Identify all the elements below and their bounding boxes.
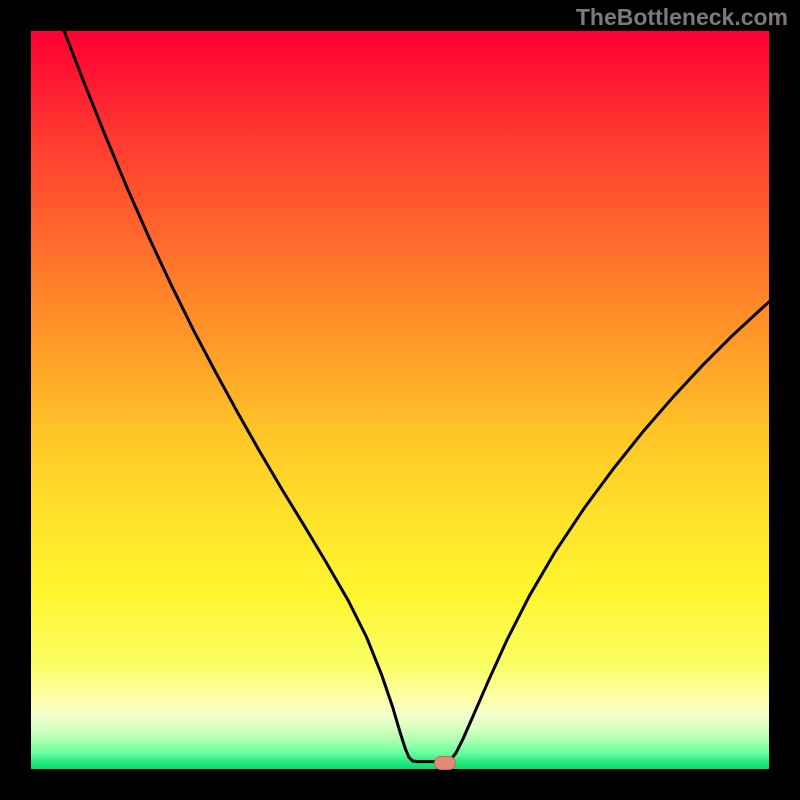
- optimum-marker: [434, 756, 456, 770]
- gradient-background: [31, 31, 769, 769]
- watermark-text: TheBottleneck.com: [576, 4, 788, 31]
- chart-frame: TheBottleneck.com: [0, 0, 800, 800]
- plot-area: [31, 31, 769, 769]
